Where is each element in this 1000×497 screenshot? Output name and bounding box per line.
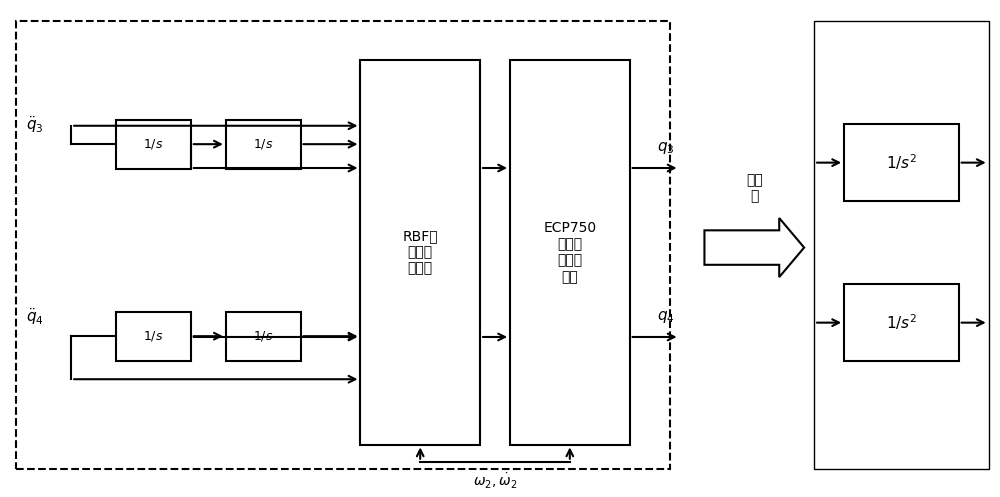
- Bar: [844, 124, 959, 201]
- Bar: [510, 61, 630, 444]
- Bar: [360, 61, 480, 444]
- Bar: [226, 312, 301, 361]
- Text: $\ddot{q}_3$: $\ddot{q}_3$: [26, 114, 44, 135]
- Text: $1/s^2$: $1/s^2$: [886, 313, 917, 332]
- Text: $q_3$: $q_3$: [657, 140, 675, 156]
- Bar: [116, 120, 191, 169]
- Text: $\omega_2, \dot{\omega}_2$: $\omega_2, \dot{\omega}_2$: [473, 472, 517, 491]
- Text: $1/s$: $1/s$: [253, 137, 273, 151]
- Bar: [226, 120, 301, 169]
- Bar: [16, 21, 670, 469]
- Bar: [844, 284, 959, 361]
- Bar: [116, 312, 191, 361]
- Text: $1/s^2$: $1/s^2$: [886, 153, 917, 172]
- Text: $1/s$: $1/s$: [143, 329, 164, 343]
- Text: RBF神
经网络
逆系统: RBF神 经网络 逆系统: [402, 229, 438, 276]
- Text: $1/s$: $1/s$: [143, 137, 164, 151]
- Bar: [814, 21, 989, 469]
- Text: $q_4$: $q_4$: [657, 309, 675, 325]
- Text: $1/s$: $1/s$: [253, 329, 273, 343]
- Text: ECP750
控制力
矩陀螺
系统: ECP750 控制力 矩陀螺 系统: [543, 221, 596, 284]
- Text: $\ddot{q}_4$: $\ddot{q}_4$: [26, 306, 44, 327]
- Polygon shape: [704, 218, 804, 277]
- Text: 等效
为: 等效 为: [746, 173, 763, 203]
